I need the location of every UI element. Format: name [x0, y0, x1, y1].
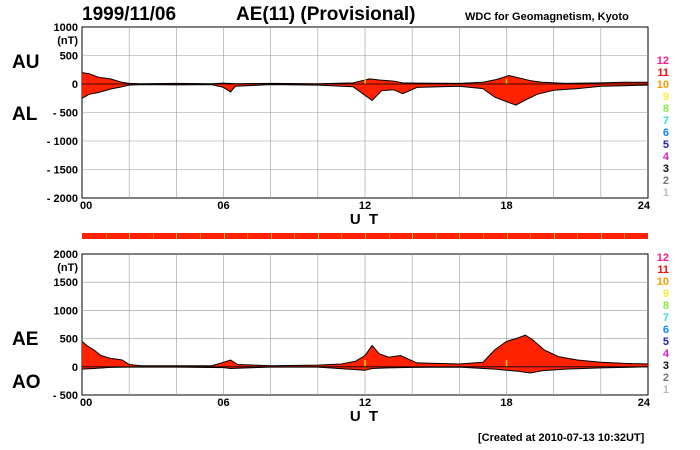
status-bar-hour-tick: [223, 233, 225, 239]
status-bar-hour-tick: [388, 233, 390, 239]
institution-label: WDC for Geomagnetism, Kyoto: [465, 11, 629, 23]
status-bar-hour-tick: [317, 233, 319, 239]
bottom-station-count-label: 6: [663, 324, 669, 336]
bottom-station-count-label: 3: [663, 360, 669, 372]
ao-side-label: AO: [12, 372, 41, 393]
status-bar-hour-tick: [294, 233, 296, 239]
status-bar-hour-tick: [247, 233, 249, 239]
bottom-series-ae-line: [81, 334, 649, 367]
bottom-series-ao-line: [81, 366, 649, 374]
bottom-x-tick-label: 00: [80, 397, 92, 409]
top-y-tick-label: 1000: [54, 22, 78, 34]
data-status-bar: [82, 233, 648, 239]
status-bar-hour-tick: [459, 233, 461, 239]
bottom-x-tick-label: 18: [500, 397, 512, 409]
status-bar-hour-tick: [530, 233, 532, 239]
bottom-y-tick-label: 2000: [54, 249, 78, 261]
top-station-count-label: 7: [663, 115, 669, 127]
chart-top-au-al: 1000 500 0 - 500 - 1000 - 1500 - 2000 (nT) 00 06 1…: [47, 22, 670, 228]
top-series-au-line: [81, 72, 648, 85]
top-station-count-label: 9: [663, 91, 669, 103]
bottom-y-tick-label: 500: [60, 334, 78, 346]
status-bar-hour-tick: [600, 233, 602, 239]
date-label: 1999/11/06: [82, 4, 177, 25]
top-station-count-label: 1: [663, 187, 669, 199]
top-y-tick-label: 0: [72, 79, 78, 91]
status-bar-hour-tick: [506, 233, 508, 239]
bottom-station-count-label: 7: [663, 312, 669, 324]
bottom-y-tick-label: 1500: [54, 277, 78, 289]
top-station-count-label: 2: [663, 175, 669, 187]
status-bar-hour-tick: [482, 233, 484, 239]
top-y-tick-label: 500: [60, 51, 78, 63]
bottom-y-tick-label: 0: [72, 362, 78, 374]
bottom-series-ae-area: [82, 335, 648, 367]
status-bar-hour-tick: [152, 233, 154, 239]
top-station-count-label: 4: [663, 151, 670, 163]
top-x-axis-label: U T: [350, 211, 380, 228]
top-station-count-label: 11: [657, 67, 669, 79]
status-bar-hour-tick: [199, 233, 201, 239]
status-bar-hour-tick: [412, 233, 414, 239]
bottom-x-tick-label: 24: [638, 397, 651, 409]
bottom-series-ao-area: [82, 366, 648, 373]
al-side-label: AL: [12, 104, 38, 125]
top-station-count-label: 5: [663, 139, 669, 151]
top-station-count-label: 12: [657, 55, 669, 67]
top-y-tick-label: - 1000: [47, 136, 78, 148]
status-bar-hour-tick: [577, 233, 579, 239]
bottom-y-tick-label: 1000: [54, 305, 78, 317]
top-station-count-label: 3: [663, 163, 669, 175]
bottom-station-count-label: 8: [663, 300, 669, 312]
bottom-station-count-label: 2: [663, 372, 669, 384]
bottom-unit-label: (nT): [57, 262, 78, 274]
ae-side-label: AE: [12, 329, 39, 350]
created-timestamp: [Created at 2010-07-13 10:32UT]: [478, 432, 645, 444]
bottom-x-axis-label: U T: [350, 408, 380, 425]
top-station-count-label: 10: [657, 79, 669, 91]
bottom-station-count-label: 4: [663, 348, 670, 360]
au-side-label: AU: [12, 52, 40, 73]
bottom-x-tick-label: 06: [217, 397, 229, 409]
bottom-station-count-label: 5: [663, 336, 669, 348]
bottom-y-tick-label: - 500: [53, 390, 78, 402]
status-bar-hour-tick: [105, 233, 107, 239]
top-x-tick-label: 06: [217, 200, 229, 212]
top-y-tick-label: - 2000: [47, 193, 78, 205]
status-bar-hour-tick: [553, 233, 555, 239]
bottom-station-count-label: 9: [663, 288, 669, 300]
top-series-al-area: [82, 84, 648, 106]
top-y-tick-label: - 1500: [47, 165, 78, 177]
status-bar-hour-tick: [176, 233, 178, 239]
top-x-tick-label: 24: [638, 200, 651, 212]
bottom-station-count-label: 10: [657, 276, 669, 288]
bottom-station-count-label: 11: [657, 264, 669, 276]
top-station-count-label: 8: [663, 103, 669, 115]
bottom-plot-frame: [81, 253, 649, 396]
status-bar-hour-tick: [365, 233, 366, 239]
bottom-station-count-label: 12: [657, 252, 669, 264]
chart-title: AE(11) (Provisional): [236, 4, 416, 25]
top-x-tick-label: 18: [500, 200, 512, 212]
status-bar-hour-tick: [341, 233, 343, 239]
top-y-tick-label: - 500: [53, 108, 78, 120]
top-unit-label: (nT): [57, 35, 78, 47]
bottom-station-count-label: 1: [663, 384, 669, 396]
bottom-x-tick-label: 12: [359, 397, 371, 409]
top-x-tick-label: 00: [80, 200, 92, 212]
status-bar-hour-tick: [270, 233, 272, 239]
top-x-tick-label: 12: [359, 200, 371, 212]
status-bar-hour-tick: [624, 233, 626, 239]
status-bar-hour-tick: [129, 233, 131, 239]
status-bar-hour-tick: [435, 233, 437, 239]
top-series-al-line: [81, 84, 649, 106]
top-station-count-label: 6: [663, 127, 669, 139]
